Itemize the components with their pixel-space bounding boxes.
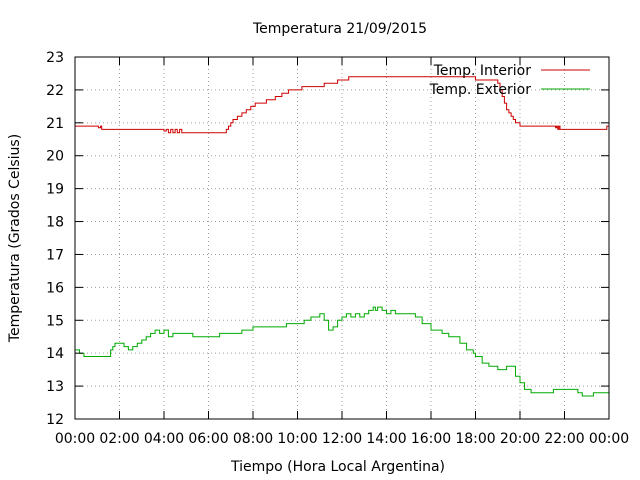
x-tick-label: 00:00 xyxy=(55,431,95,447)
x-tick-label: 18:00 xyxy=(455,431,495,447)
x-tick-label: 14:00 xyxy=(366,431,406,447)
x-tick-label: 08:00 xyxy=(233,431,273,447)
y-tick-label: 18 xyxy=(46,215,64,231)
y-tick-label: 12 xyxy=(46,412,64,428)
ticks xyxy=(74,56,610,420)
series-line-exterior xyxy=(75,306,610,397)
y-tick-label: 17 xyxy=(46,247,64,263)
x-tick-label: 20:00 xyxy=(500,431,540,447)
x-tick-label: 22:00 xyxy=(544,431,584,447)
chart-title: Temperatura 21/09/2015 xyxy=(252,21,427,37)
y-tick-label: 22 xyxy=(46,83,64,99)
x-tick-label: 06:00 xyxy=(188,431,228,447)
legend-label-interior: Temp. Interior xyxy=(433,63,532,79)
x-tick-label: 12:00 xyxy=(322,431,362,447)
series-layer xyxy=(75,76,610,397)
x-tick-label: 00:00 xyxy=(589,431,629,447)
legend: Temp. Interior Temp. Exterior xyxy=(429,63,590,98)
y-tick-label: 16 xyxy=(46,280,64,296)
x-tick-label: 16:00 xyxy=(411,431,451,447)
y-tick-label: 20 xyxy=(46,149,64,165)
y-tick-labels: 12 13 14 15 16 17 18 19 20 21 22 23 xyxy=(46,50,64,428)
x-axis-title: Tiempo (Hora Local Argentina) xyxy=(230,459,445,475)
x-tick-label: 10:00 xyxy=(277,431,317,447)
y-tick-label: 19 xyxy=(46,182,64,198)
y-tick-label: 15 xyxy=(46,313,64,329)
x-tick-labels: 00:00 02:00 04:00 06:00 08:00 10:00 12:00 14:00… xyxy=(55,431,629,447)
y-tick-label: 23 xyxy=(46,50,64,66)
x-tick-label: 04:00 xyxy=(144,431,184,447)
y-tick-label: 14 xyxy=(46,346,64,362)
y-tick-label: 21 xyxy=(46,116,64,132)
x-tick-label: 02:00 xyxy=(99,431,139,447)
grid xyxy=(75,57,609,419)
y-axis-title: Temperatura (Grados Celsius) xyxy=(7,134,23,343)
series-line-interior xyxy=(75,76,610,134)
y-tick-label: 13 xyxy=(46,379,64,395)
legend-label-exterior: Temp. Exterior xyxy=(429,82,532,98)
